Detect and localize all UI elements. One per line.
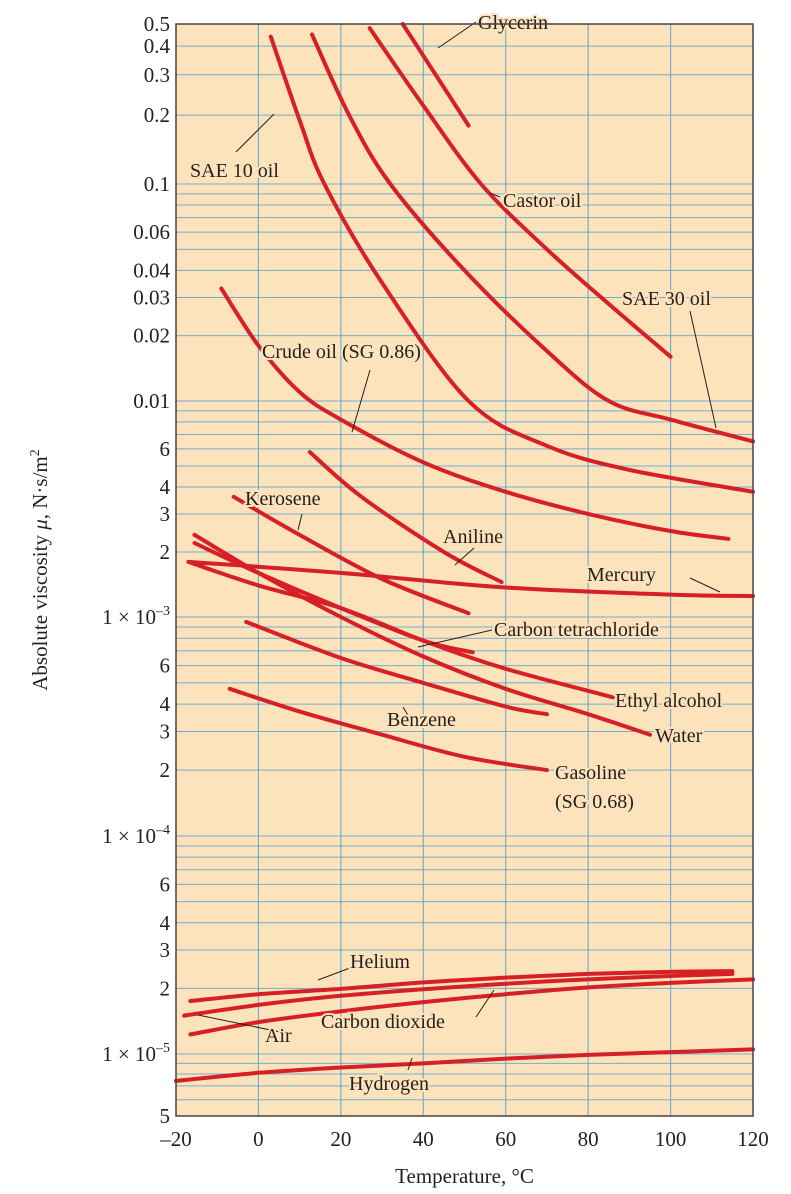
curve-gasoline-sg-0-68 <box>227 686 549 773</box>
label-benzene: Benzene <box>387 709 456 731</box>
curve-sae-10-oil <box>268 34 755 494</box>
y-tick-label: 1 × 10–3 <box>102 604 170 629</box>
leader-line <box>402 706 413 723</box>
y-tick-label: 4 <box>160 475 171 499</box>
x-tick-label: –20 <box>159 1127 192 1151</box>
curve-crude-oil-sg-0-86 <box>219 286 731 541</box>
y-axis-ticks: 0.50.4 0.3 0.2 0.1 0.06 0.04 0.03 0.02 0.01 6 4 3 2 1… <box>102 12 170 1128</box>
leader-line <box>437 21 477 49</box>
curve-mercury <box>186 559 755 599</box>
x-axis-ticks: –20 0 20 40 60 80 100 120 <box>159 1127 769 1151</box>
label-crude-oil-sg-0-86: Crude oil (SG 0.86) <box>262 341 421 363</box>
leader-line <box>351 369 371 433</box>
y-tick-label: 2 <box>160 540 171 564</box>
label-water: Water <box>655 725 703 747</box>
label-glycerin: Glycerin <box>478 12 548 34</box>
y-tick-label: 3 <box>160 938 171 962</box>
y-tick-label: 0.5 <box>144 12 170 36</box>
y-tick-label: 1 × 10–4 <box>102 823 170 848</box>
y-tick-label: 1 × 10–5 <box>102 1041 170 1066</box>
x-tick-label: 40 <box>413 1127 434 1151</box>
x-axis-label: Temperature, °C <box>395 1164 534 1188</box>
curve-helium <box>188 969 735 1003</box>
label-sg-0-68: (SG 0.68) <box>555 791 634 813</box>
leader-line <box>689 310 717 429</box>
leader-line <box>689 577 721 593</box>
x-tick-label: 0 <box>253 1127 264 1151</box>
y-axis-label: Absolute viscosity μ, N·s/m2 <box>28 449 52 691</box>
leader-line <box>297 513 303 531</box>
leader-line <box>317 967 351 981</box>
y-tick-label: 0.01 <box>133 389 170 413</box>
label-air: Air <box>265 1025 292 1047</box>
curve-labels: Glycerin SAE 10 oil Castor oil SAE 30 oil Cr… <box>188 10 725 1097</box>
y-tick-label: 0.1 <box>144 172 170 196</box>
y-tick-label: 5 <box>160 1104 171 1128</box>
curve-water <box>192 532 652 737</box>
curve-kerosene <box>231 494 471 616</box>
y-tick-label: 6 <box>160 654 171 678</box>
curve-carbon-dioxide <box>188 977 755 1037</box>
curve-glycerin <box>400 22 471 128</box>
y-tick-label: 6 <box>160 437 171 461</box>
curve-aniline <box>307 450 504 585</box>
curve-sae-30-oil <box>310 32 755 444</box>
curve-benzene <box>244 619 549 717</box>
label-aniline: Aniline <box>443 526 503 548</box>
label-kerosene: Kerosene <box>245 488 321 510</box>
curve-hydrogen <box>174 1047 755 1083</box>
x-tick-label: 120 <box>737 1127 769 1151</box>
leader-line <box>489 192 501 198</box>
y-tick-label: 0.03 <box>133 285 170 309</box>
label-helium: Helium <box>350 951 410 973</box>
curve-air <box>182 971 735 1018</box>
y-tick-label: 0.06 <box>133 220 170 244</box>
label-ethyl-alcohol: Ethyl alcohol <box>615 690 723 712</box>
plot-area <box>176 24 753 1116</box>
x-tick-label: 100 <box>655 1127 687 1151</box>
label-hydrogen: Hydrogen <box>349 1073 429 1095</box>
leader-line <box>454 547 475 566</box>
curves <box>174 22 755 1083</box>
y-tick-label: 3 <box>160 720 171 744</box>
label-carbon-dioxide: Carbon dioxide <box>321 1011 445 1033</box>
leader-line <box>197 1014 291 1035</box>
x-tick-label: 80 <box>578 1127 599 1151</box>
curve-ethyl-alcohol <box>186 559 615 700</box>
gridlines <box>176 24 753 1116</box>
label-sae-10-oil: SAE 10 oil <box>190 160 279 182</box>
y-tick-label: 0.3 <box>144 63 170 87</box>
leader-line <box>407 1057 413 1071</box>
leader-line <box>417 629 493 648</box>
leader-line <box>235 113 275 153</box>
y-tick-label: 4 <box>160 692 171 716</box>
curve-castor-oil <box>367 26 673 359</box>
x-tick-label: 20 <box>330 1127 351 1151</box>
x-tick-label: 60 <box>495 1127 516 1151</box>
leader-line <box>475 989 495 1018</box>
label-sae-30-oil: SAE 30 oil <box>622 288 711 310</box>
leader-lines <box>197 21 721 1071</box>
y-tick-label: 3 <box>160 502 171 526</box>
label-carbon-tetrachloride: Carbon tetrachloride <box>494 619 659 641</box>
label-castor-oil: Castor oil <box>503 190 582 212</box>
y-tick-label: 2 <box>160 758 171 782</box>
y-tick-label: 0.02 <box>133 324 170 348</box>
y-tick-label: 0.04 <box>133 258 170 282</box>
label-mercury: Mercury <box>587 564 656 586</box>
y-tick-label: 2 <box>160 976 171 1000</box>
plot-frame <box>175 23 754 1117</box>
y-tick-label: 4 <box>160 911 171 935</box>
label-gasoline: Gasoline <box>555 762 626 784</box>
y-tick-label: 6 <box>160 872 171 896</box>
y-tick-label: 0.2 <box>144 103 170 127</box>
y-tick-label: 0.4 <box>144 34 171 58</box>
